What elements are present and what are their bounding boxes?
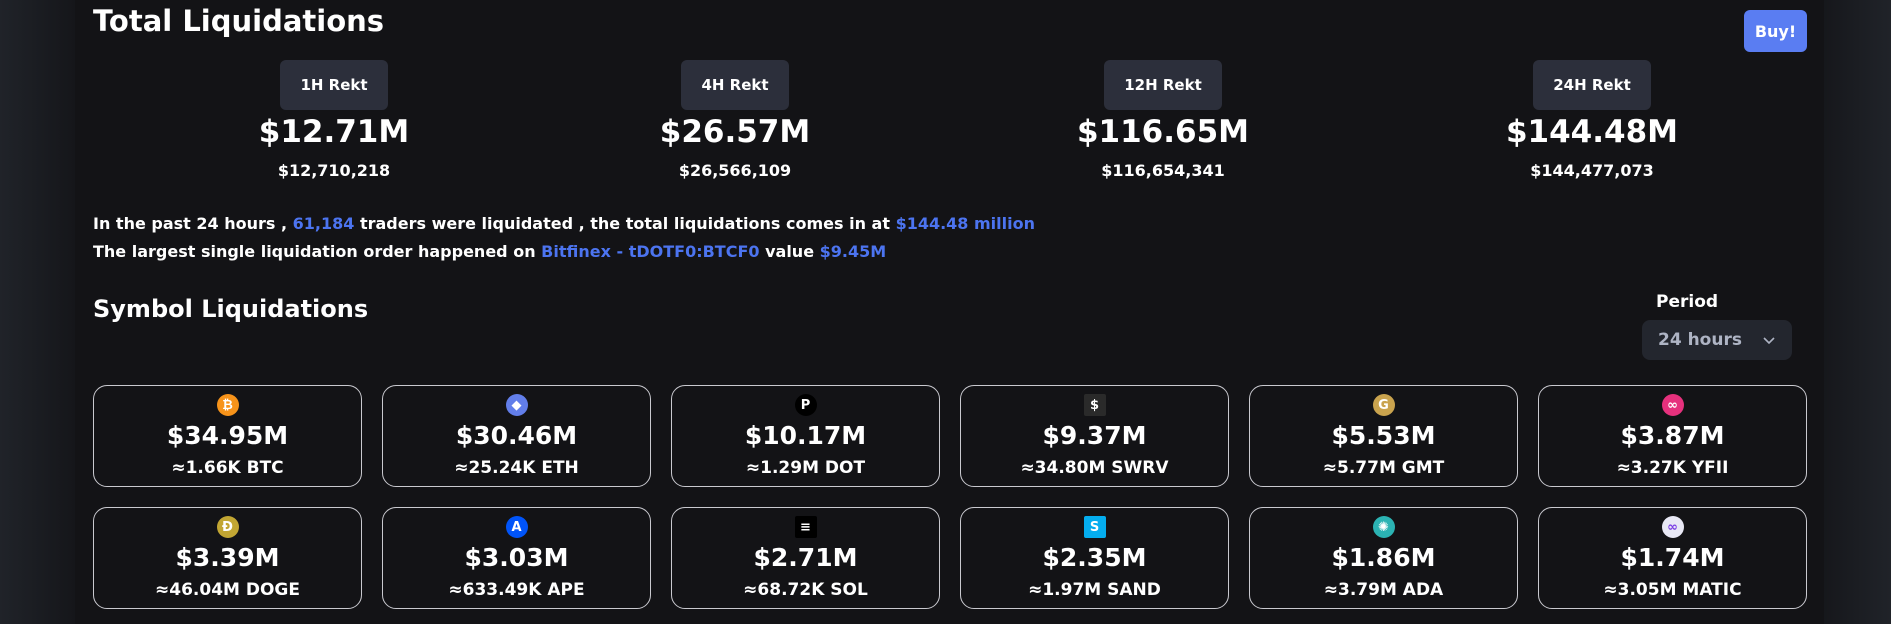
symbol-card[interactable]: ◆ $30.46M ≈25.24K ETH xyxy=(382,385,651,487)
symbol-card-grid: ₿ $34.95M ≈1.66K BTC ◆ $30.46M ≈25.24K ETH P $1… xyxy=(93,385,1807,609)
rekt-value: $144.48M xyxy=(1505,114,1679,150)
summary-text: In the past 24 hours , xyxy=(93,214,288,233)
yfii-icon: ∞ xyxy=(1661,394,1684,416)
polkadot-icon: P xyxy=(794,394,817,416)
symbol-card[interactable]: P $10.17M ≈1.29M DOT xyxy=(671,385,940,487)
symbol-card[interactable]: ✺ $1.86M ≈3.79M ADA xyxy=(1249,507,1518,609)
rekt-value: $26.57M xyxy=(659,114,811,150)
page-title: Total Liquidations xyxy=(93,4,385,38)
symbol-card[interactable]: ∞ $3.87M ≈3.27K YFII xyxy=(1538,385,1807,487)
symbol-liquidation-value: $1.74M xyxy=(1620,543,1725,572)
symbol-liquidation-value: $10.17M xyxy=(744,421,867,450)
largest-order-exchange-link[interactable]: Bitfinex - tDOTF0:BTCF0 xyxy=(541,242,760,261)
rekt-exact: $144,477,073 xyxy=(1530,161,1654,180)
rekt-exact: $116,654,341 xyxy=(1101,161,1225,180)
symbol-card[interactable]: ∞ $1.74M ≈3.05M MATIC xyxy=(1538,507,1807,609)
rekt-exact: $12,710,218 xyxy=(277,161,391,180)
traders-count: 61,184 xyxy=(292,214,355,233)
symbol-liquidation-value: $3.03M xyxy=(464,543,569,572)
tab-12h-rekt[interactable]: 12H Rekt xyxy=(1104,60,1222,110)
rekt-value: $116.65M xyxy=(1076,114,1250,150)
cardano-icon: ✺ xyxy=(1372,516,1395,538)
summary-text: The largest single liquidation order hap… xyxy=(93,242,536,261)
summary-text: traders were liquidated , the total liqu… xyxy=(359,214,890,233)
rekt-stat-4h: 4H Rekt $26.57M $26,566,109 xyxy=(615,60,855,182)
polygon-icon: ∞ xyxy=(1661,516,1684,538)
symbol-liquidation-value: $9.37M xyxy=(1042,421,1147,450)
total-liquidations-value: $144.48 million xyxy=(895,214,1035,233)
dogecoin-icon: Ð xyxy=(216,516,239,538)
symbol-liquidation-amount: ≈3.27K YFII xyxy=(1616,458,1729,478)
section-title-symbol-liquidations: Symbol Liquidations xyxy=(93,295,369,323)
symbol-card[interactable]: S $2.35M ≈1.97M SAND xyxy=(960,507,1229,609)
symbol-liquidation-value: $2.71M xyxy=(753,543,858,572)
buy-button[interactable]: Buy! xyxy=(1744,10,1807,52)
bitcoin-icon: ₿ xyxy=(216,394,239,416)
rekt-exact: $26,566,109 xyxy=(678,161,792,180)
tab-24h-rekt[interactable]: 24H Rekt xyxy=(1533,60,1651,110)
symbol-liquidation-value: $5.53M xyxy=(1331,421,1436,450)
symbol-liquidation-amount: ≈46.04M DOGE xyxy=(155,580,300,600)
period-select-value: 24 hours xyxy=(1658,330,1742,350)
solana-icon: ≡ xyxy=(794,516,817,538)
symbol-liquidation-value: $30.46M xyxy=(455,421,578,450)
symbol-liquidation-amount: ≈5.77M GMT xyxy=(1322,458,1445,478)
gmt-icon: G xyxy=(1372,394,1395,416)
tab-1h-rekt[interactable]: 1H Rekt xyxy=(280,60,388,110)
symbol-liquidation-value: $3.39M xyxy=(175,543,280,572)
symbol-card[interactable]: Ð $3.39M ≈46.04M DOGE xyxy=(93,507,362,609)
symbol-liquidation-amount: ≈633.49K APE xyxy=(448,580,585,600)
symbol-liquidation-amount: ≈34.80M SWRV xyxy=(1020,458,1169,478)
sandbox-icon: S xyxy=(1083,516,1106,538)
symbol-liquidation-amount: ≈1.29M DOT xyxy=(745,458,866,478)
summary-line-largest: The largest single liquidation order hap… xyxy=(93,242,886,262)
symbol-card[interactable]: ≡ $2.71M ≈68.72K SOL xyxy=(671,507,940,609)
symbol-liquidation-amount: ≈25.24K ETH xyxy=(454,458,579,478)
swerve-icon: $ xyxy=(1083,394,1106,416)
rekt-stat-24h: 24H Rekt $144.48M $144,477,073 xyxy=(1472,60,1712,182)
symbol-liquidation-amount: ≈1.66K BTC xyxy=(171,458,284,478)
period-select[interactable]: 24 hours xyxy=(1642,320,1792,360)
symbol-liquidation-amount: ≈1.97M SAND xyxy=(1028,580,1161,600)
largest-order-value: $9.45M xyxy=(819,242,887,261)
apecoin-icon: A xyxy=(505,516,528,538)
chevron-down-icon xyxy=(1763,337,1775,345)
ethereum-icon: ◆ xyxy=(505,394,528,416)
symbol-liquidation-value: $1.86M xyxy=(1331,543,1436,572)
symbol-liquidation-value: $3.87M xyxy=(1620,421,1725,450)
summary-line-traders: In the past 24 hours , 61,184 traders we… xyxy=(93,214,1035,234)
summary-text: value xyxy=(765,242,815,261)
rekt-stat-1h: 1H Rekt $12.71M $12,710,218 xyxy=(214,60,454,182)
period-label: Period xyxy=(1656,292,1719,312)
symbol-liquidation-value: $34.95M xyxy=(166,421,289,450)
symbol-liquidation-value: $2.35M xyxy=(1042,543,1147,572)
symbol-card[interactable]: G $5.53M ≈5.77M GMT xyxy=(1249,385,1518,487)
symbol-card[interactable]: A $3.03M ≈633.49K APE xyxy=(382,507,651,609)
symbol-liquidation-amount: ≈3.05M MATIC xyxy=(1603,580,1742,600)
symbol-card[interactable]: $ $9.37M ≈34.80M SWRV xyxy=(960,385,1229,487)
tab-4h-rekt[interactable]: 4H Rekt xyxy=(681,60,789,110)
symbol-card[interactable]: ₿ $34.95M ≈1.66K BTC xyxy=(93,385,362,487)
rekt-value: $12.71M xyxy=(258,114,410,150)
symbol-liquidation-amount: ≈3.79M ADA xyxy=(1323,580,1444,600)
symbol-liquidation-amount: ≈68.72K SOL xyxy=(743,580,868,600)
rekt-stat-12h: 12H Rekt $116.65M $116,654,341 xyxy=(1043,60,1283,182)
